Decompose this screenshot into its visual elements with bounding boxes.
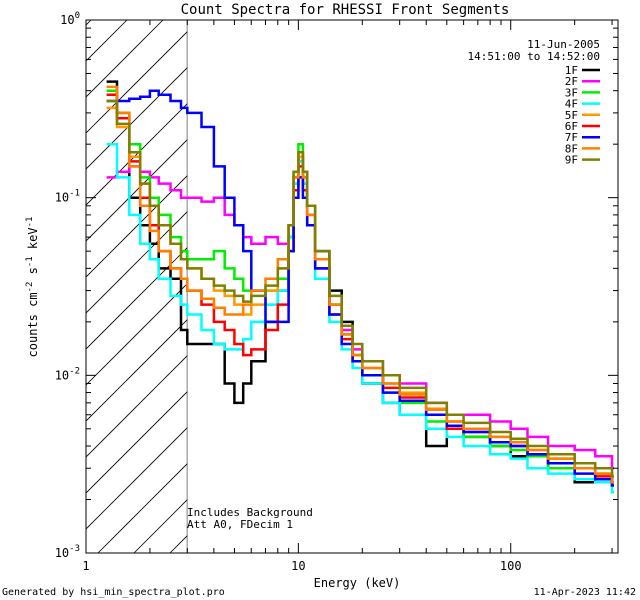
legend-label-9F: 9F	[565, 154, 578, 167]
legend-label-1F: 1F	[565, 64, 578, 77]
x-tick-label: 10	[291, 559, 305, 573]
hatch-line	[86, 247, 188, 350]
y-tick-label: 10-3	[55, 544, 80, 560]
y-tick-label: 100	[60, 11, 80, 27]
footer-timestamp: 11-Apr-2023 11:42	[534, 587, 636, 598]
x-tick-label: 100	[500, 559, 522, 573]
x-axis-label: Energy (keV)	[314, 576, 401, 590]
series-9F-line	[106, 99, 614, 478]
axis-ticks	[85, 19, 618, 554]
y-axis-label: counts cm-2 s-1 keV-1	[25, 217, 40, 358]
legend-label-2F: 2F	[565, 75, 578, 88]
hatch-line	[86, 283, 188, 386]
y-tick-labels: 100 10-1 10-2 10-3	[55, 11, 80, 560]
series-lines	[106, 80, 614, 494]
y-label-exp3: -1	[25, 217, 35, 228]
hatch-line	[86, 427, 188, 530]
series-7F-line	[106, 89, 614, 487]
hatch-line	[86, 211, 188, 314]
annotation-background: Includes Background	[187, 506, 313, 519]
y-label-exp2: -1	[25, 256, 35, 267]
hatch-line	[86, 67, 188, 170]
legend-label-5F: 5F	[565, 109, 578, 122]
legend-time-range: 14:51:00 to 14:52:00	[468, 50, 600, 63]
legend-date: 11-Jun-2005	[527, 38, 600, 51]
y-label-exp1: -2	[25, 282, 35, 293]
legend-label-7F: 7F	[565, 131, 578, 144]
annotation-attenuator: Att A0, FDecim 1	[187, 518, 293, 531]
hatch-line	[86, 391, 188, 494]
legend-label-3F: 3F	[565, 86, 578, 99]
legend-label-8F: 8F	[565, 142, 578, 155]
y-label-main: counts cm	[26, 292, 40, 357]
legend-label-6F: 6F	[565, 120, 578, 133]
x-tick-label: 1	[82, 559, 89, 573]
y-label-kev: keV	[26, 227, 40, 256]
y-tick-label: 10-2	[55, 366, 80, 382]
legend-label-4F: 4F	[565, 98, 578, 111]
chart-title: Count Spectra for RHESSI Front Segments	[181, 2, 510, 18]
y-label-s: s	[26, 267, 40, 281]
footer-generator: Generated by hsi_min_spectra_plot.pro	[2, 587, 225, 598]
plot-frame	[85, 19, 619, 554]
y-tick-label: 10-1	[55, 189, 80, 205]
x-tick-labels: 1 10 100	[82, 559, 521, 573]
